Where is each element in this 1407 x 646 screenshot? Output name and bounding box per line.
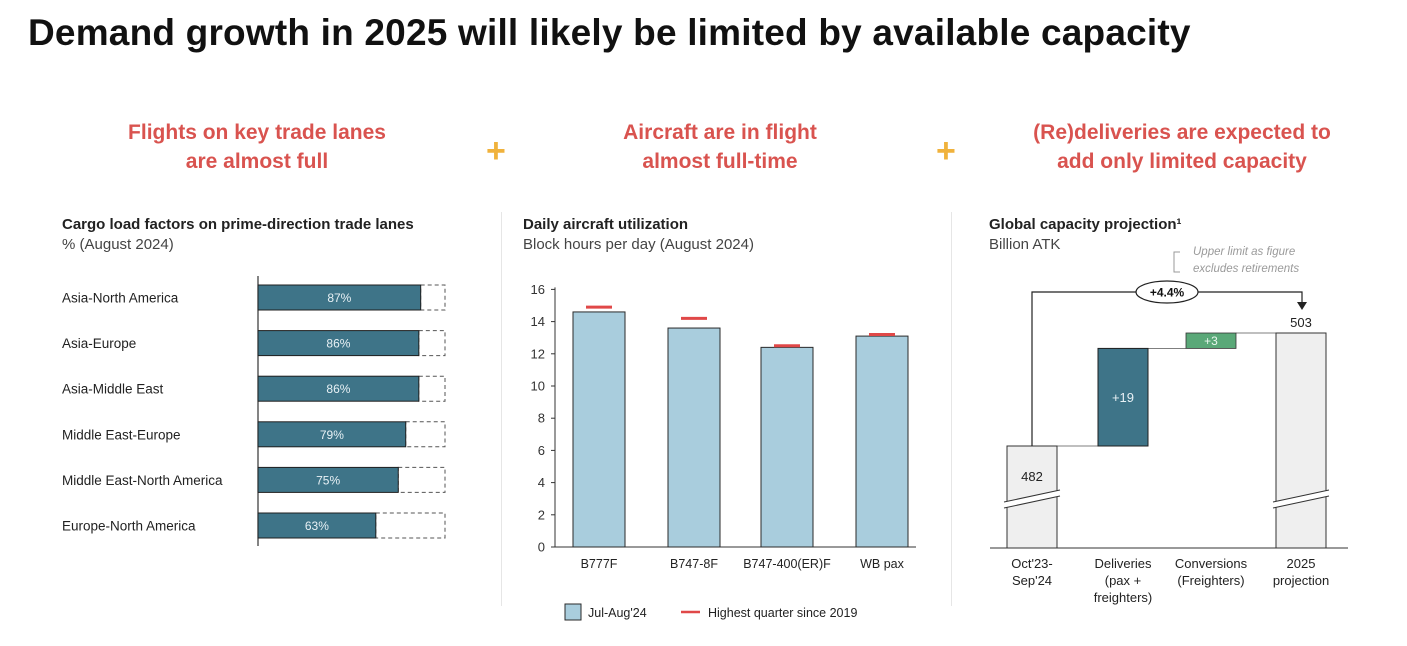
growth-label: +4.4% xyxy=(1150,286,1185,300)
headline-aircraft-utilization: Aircraft are in flight almost full-time xyxy=(623,121,817,173)
category-label: Asia-Middle East xyxy=(62,382,164,397)
bar xyxy=(257,466,399,493)
axis-break-line xyxy=(1003,495,1061,509)
x-tick-label: 2025 xyxy=(1287,556,1316,571)
axis-break-line xyxy=(1272,495,1330,509)
bar xyxy=(257,421,407,448)
bar xyxy=(667,327,721,548)
load-factor-chart: Asia-North America 87% Asia-Europe 86% Asia-… xyxy=(62,276,446,546)
growth-arrow-head xyxy=(1297,302,1307,310)
y-tick-label: 4 xyxy=(538,475,545,490)
y-tick-label: 2 xyxy=(538,507,545,522)
bar xyxy=(257,284,422,311)
panel-divider xyxy=(951,212,952,606)
bar xyxy=(257,512,377,539)
data-label: 86% xyxy=(326,337,350,351)
capacity-outline xyxy=(397,466,446,493)
category-label: Middle East-North America xyxy=(62,473,223,488)
y-tick-label: 16 xyxy=(531,282,545,297)
x-tick-label: B747-8F xyxy=(670,557,718,571)
x-tick-label: WB pax xyxy=(860,557,905,571)
conversions-bar xyxy=(1185,332,1237,349)
category-label: Middle East-Europe xyxy=(62,427,181,442)
capacity-chart-title: Global capacity projection¹ xyxy=(989,216,1182,233)
category-label: Asia-North America xyxy=(62,291,179,306)
axis-break xyxy=(1273,490,1329,508)
bar xyxy=(760,346,814,548)
x-tick-label: Conversions xyxy=(1175,556,1248,571)
capacity-outline xyxy=(420,284,446,311)
y-tick-label: 10 xyxy=(531,379,545,394)
y-tick-label: 8 xyxy=(538,411,545,426)
bar xyxy=(257,330,420,357)
page-title: Demand growth in 2025 will likely be lim… xyxy=(28,12,1191,53)
note-text: excludes retirements xyxy=(1193,263,1299,275)
data-label: 75% xyxy=(316,473,340,487)
panel-divider xyxy=(501,212,502,606)
plus-icon: + xyxy=(936,132,956,170)
x-tick-label: B747-400(ER)F xyxy=(743,557,831,571)
category-label: Asia-Europe xyxy=(62,336,136,351)
data-label: 503 xyxy=(1290,315,1312,330)
axis-break-line xyxy=(1272,489,1330,503)
growth-arrow xyxy=(1031,291,1303,446)
y-tick-label: 14 xyxy=(531,314,545,329)
data-label: 79% xyxy=(320,428,344,442)
legend-label: Jul-Aug'24 xyxy=(588,606,647,620)
bar xyxy=(257,375,420,402)
x-tick-label: (pax + xyxy=(1105,573,1142,588)
y-tick-label: 0 xyxy=(538,540,545,555)
bar xyxy=(855,335,909,548)
utilization-chart: 0 2 4 6 8 10 12 14 16 B777F B747-8F B747-400(ER)F WB… xyxy=(531,282,916,621)
capacity-outline xyxy=(418,330,446,357)
data-label: 482 xyxy=(1021,469,1043,484)
axis-break-line xyxy=(1003,489,1061,503)
note-text: Upper limit as figure xyxy=(1193,246,1295,258)
capacity-chart-subtitle: Billion ATK xyxy=(989,236,1061,253)
x-tick-label: (Freighters) xyxy=(1177,573,1244,588)
load-factor-chart-title: Cargo load factors on prime-direction tr… xyxy=(62,216,414,233)
data-label: 63% xyxy=(305,519,329,533)
axis-break xyxy=(1004,490,1060,508)
x-tick-label: projection xyxy=(1273,573,1329,588)
plus-icon: + xyxy=(486,132,506,170)
load-factor-chart-subtitle: % (August 2024) xyxy=(62,236,174,253)
x-tick-label: Sep'24 xyxy=(1012,573,1052,588)
data-label: 86% xyxy=(326,382,350,396)
capacity-outline xyxy=(418,375,446,402)
y-tick-label: 6 xyxy=(538,443,545,458)
y-tick-label: 12 xyxy=(531,346,545,361)
utilization-chart-title: Daily aircraft utilization xyxy=(523,216,689,233)
growth-badge xyxy=(1135,280,1199,304)
total-bar xyxy=(1275,332,1327,549)
capacity-outline xyxy=(375,512,446,539)
legend-swatch-bar xyxy=(564,603,582,621)
x-tick-label: Deliveries xyxy=(1094,556,1152,571)
x-tick-label: B777F xyxy=(581,557,618,571)
category-label: Europe-North America xyxy=(62,519,196,534)
legend-label: Highest quarter since 2019 xyxy=(708,606,857,620)
bar xyxy=(572,311,626,548)
x-tick-label: freighters) xyxy=(1094,590,1153,605)
headline-deliveries: (Re)deliveries are expected to add only l… xyxy=(1033,121,1331,173)
note-bracket xyxy=(1173,251,1180,273)
headline-trade-lanes: Flights on key trade lanes are almost ful… xyxy=(128,121,386,173)
deliveries-bar xyxy=(1097,347,1149,447)
data-label: +3 xyxy=(1204,334,1218,348)
data-label: +19 xyxy=(1112,390,1134,405)
capacity-outline xyxy=(405,421,446,448)
data-label: 87% xyxy=(327,291,351,305)
utilization-chart-subtitle: Block hours per day (August 2024) xyxy=(523,236,754,253)
x-tick-label: Oct'23- xyxy=(1011,556,1053,571)
